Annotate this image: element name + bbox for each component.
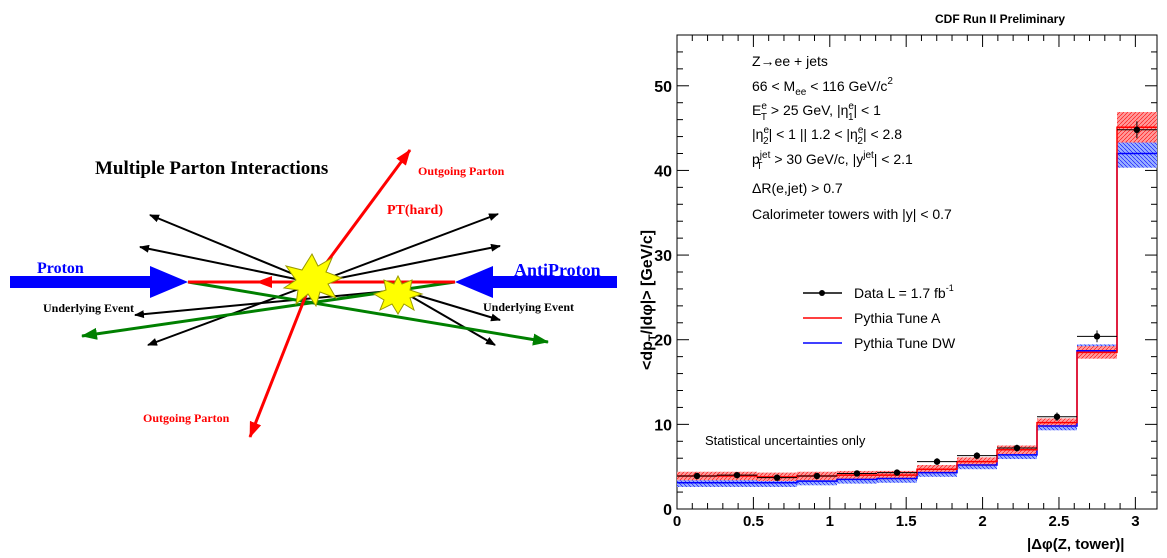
y-tick-labels: 0 10 20 30 40 50 — [654, 79, 672, 519]
data-point — [917, 458, 957, 465]
annotation-line-5: pjet T > 30 GeV/c, |yjet| < 2.1 — [752, 150, 913, 172]
legend-label-data-sup: -1 — [946, 283, 954, 293]
chart: CDF Run II Preliminary 0 0.5 1 1.5 2 2.5 3 0 10… — [639, 12, 1158, 553]
legend-label-tune-a: Pythia Tune A — [854, 310, 941, 326]
y-tick-label: 40 — [654, 163, 672, 180]
x-tick-label: 0 — [673, 513, 681, 530]
legend-item-tune-a: Pythia Tune A — [803, 310, 941, 326]
data-point — [1077, 330, 1117, 343]
data-point — [837, 470, 877, 477]
diagram-title: Multiple Parton Interactions — [95, 158, 328, 179]
underlying-event-right-label: Underlying Event — [483, 300, 574, 314]
underlying-event-left-label: Underlying Event — [43, 301, 134, 315]
y-tick-label: 0 — [663, 502, 672, 519]
proton-label: Proton — [37, 260, 84, 277]
selection-annotations: Z→ee + jets 66 < Mee < 116 GeV/c2 Ee T > … — [705, 53, 952, 448]
pt-hard-label: PT(hard) — [387, 203, 443, 218]
mpi-diagram: Multiple Parton Interactions — [10, 149, 617, 438]
x-tick-label: 2 — [978, 513, 986, 530]
y-tick-label: 30 — [654, 248, 672, 265]
annotation-line-2: 66 < Mee < 116 GeV/c2 — [752, 76, 893, 98]
legend-item-data: Data L = 1.7 fb-1 — [803, 283, 954, 301]
legend-label-data: Data L = 1.7 fb — [854, 285, 946, 301]
annotation-line-7: Calorimeter towers with |y| < 0.7 — [752, 206, 952, 222]
data-point — [997, 444, 1037, 452]
outgoing-parton-top-label: Outgoing Parton — [418, 164, 505, 178]
series-tune-a-line — [677, 126, 1157, 478]
annotation-line-1: Z→ee + jets — [752, 53, 828, 69]
x-tick-label: 2.5 — [1049, 513, 1070, 530]
legend-item-tune-dw: Pythia Tune DW — [803, 335, 956, 351]
legend: Data L = 1.7 fb-1 Pythia Tune A Pythia T… — [803, 283, 956, 351]
y-tick-label: 10 — [654, 417, 672, 434]
data-point — [797, 472, 837, 480]
stat-note: Statistical uncertainties only — [705, 433, 866, 448]
y-tick-label: 50 — [654, 79, 672, 96]
y-axis-label: <dpT/|dφ|> [GeV/c] — [639, 230, 659, 370]
x-tick-labels: 0 0.5 1 1.5 2 2.5 3 — [673, 513, 1140, 530]
data-point — [1037, 412, 1077, 421]
data-point — [717, 471, 757, 479]
data-point — [1117, 121, 1157, 139]
legend-dot-icon — [819, 290, 825, 296]
svg-text:Data L = 1.7 fb-1: Data L = 1.7 fb-1 — [854, 283, 954, 301]
antiproton-beam — [493, 276, 617, 288]
annotation-line-6: ΔR(e,jet) > 0.7 — [752, 180, 843, 196]
antiproton-label: AntiProton — [514, 260, 601, 280]
y-tick-label: 20 — [654, 333, 672, 350]
proton-arrowhead-icon — [150, 266, 188, 298]
collision-star-icon — [372, 274, 424, 315]
x-axis-label: |Δφ(Z, tower)| — [1027, 536, 1124, 553]
outgoing-parton-bottom-label: Outgoing Parton — [143, 411, 230, 425]
chart-header: CDF Run II Preliminary — [935, 12, 1065, 26]
data-point — [757, 474, 797, 481]
proton-beam — [10, 276, 150, 288]
x-tick-label: 1.5 — [896, 513, 917, 530]
antiproton-arrowhead-icon — [455, 266, 493, 298]
annotation-line-4: |ηe 2| < 1 || 1.2 < |ηe 2| < 2.8 — [752, 125, 902, 147]
x-tick-label: 1 — [826, 513, 834, 530]
legend-label-tune-dw: Pythia Tune DW — [854, 335, 956, 351]
data-point — [877, 469, 917, 476]
series-data-points — [677, 121, 1157, 481]
axis-ticks — [676, 35, 1157, 510]
data-point — [677, 472, 717, 480]
data-point — [957, 452, 997, 460]
annotation-line-3: Ee T > 25 GeV, |ηe 1| < 1 — [752, 101, 881, 123]
x-tick-label: 0.5 — [743, 513, 764, 530]
collision-star-icon — [282, 252, 344, 308]
x-tick-label: 3 — [1131, 513, 1139, 530]
